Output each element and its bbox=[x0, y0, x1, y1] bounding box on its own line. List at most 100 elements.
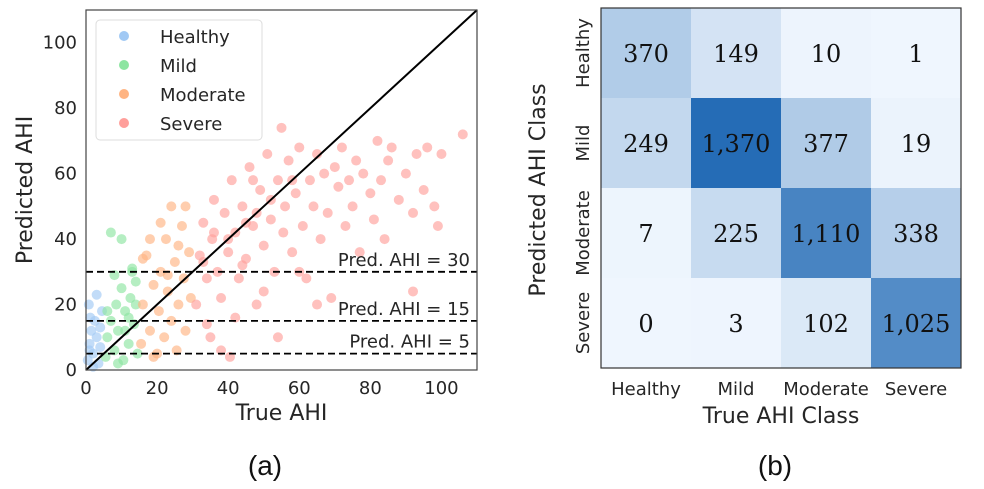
matrix-cell bbox=[691, 8, 781, 98]
cell-value: 1,370 bbox=[702, 130, 771, 158]
point-healthy bbox=[95, 342, 106, 353]
point-severe bbox=[336, 142, 347, 153]
point-severe bbox=[379, 234, 390, 245]
x-tick-label: Moderate bbox=[783, 379, 869, 400]
cell-value: 377 bbox=[803, 130, 849, 158]
matrix-cell bbox=[781, 278, 871, 368]
point-severe bbox=[201, 273, 212, 284]
point-severe bbox=[383, 155, 394, 166]
point-severe bbox=[312, 299, 323, 310]
x-tick-label: Severe bbox=[885, 379, 947, 400]
legend-label: Healthy bbox=[160, 27, 230, 48]
point-mild bbox=[130, 299, 141, 310]
cell-value: 149 bbox=[713, 40, 759, 68]
reference-line-label: Pred. AHI = 5 bbox=[349, 332, 470, 353]
y-tick-label: Mild bbox=[573, 125, 594, 162]
point-moderate bbox=[137, 299, 148, 310]
point-severe bbox=[418, 185, 429, 195]
point-healthy bbox=[91, 332, 102, 343]
point-severe bbox=[272, 175, 283, 186]
point-severe bbox=[272, 332, 283, 343]
cell-value: 7 bbox=[638, 220, 653, 248]
y-tick-label: 100 bbox=[43, 33, 77, 54]
matrix-cell bbox=[691, 188, 781, 278]
x-tick-label: 40 bbox=[217, 378, 240, 399]
point-severe bbox=[208, 227, 219, 238]
x-tick-label: 100 bbox=[424, 378, 458, 399]
point-healthy bbox=[83, 299, 94, 310]
point-severe bbox=[205, 332, 216, 343]
point-moderate bbox=[162, 286, 173, 297]
panel-label-b: (b) bbox=[758, 450, 792, 481]
point-severe bbox=[432, 221, 443, 231]
point-severe bbox=[340, 221, 351, 231]
legend: Healthy Mild Moderate Severe bbox=[95, 19, 263, 141]
point-mild bbox=[130, 276, 141, 287]
matrix-cell bbox=[871, 278, 961, 368]
matrix-cell bbox=[781, 98, 871, 188]
point-severe bbox=[351, 155, 362, 166]
cell-value: 225 bbox=[713, 220, 759, 248]
matrix-frame bbox=[600, 7, 962, 369]
x-axis-label: True AHI Class bbox=[702, 404, 860, 429]
point-severe bbox=[365, 188, 376, 199]
point-moderate bbox=[137, 253, 148, 264]
point-moderate bbox=[153, 306, 164, 317]
legend-marker-healthy bbox=[119, 31, 129, 41]
point-moderate bbox=[178, 273, 189, 284]
matrix-cell bbox=[691, 278, 781, 368]
point-severe bbox=[233, 273, 244, 284]
point-severe bbox=[329, 162, 340, 173]
point-moderate bbox=[144, 325, 155, 336]
point-moderate bbox=[184, 247, 195, 258]
point-severe bbox=[315, 234, 326, 245]
y-tick-label: 20 bbox=[54, 295, 77, 316]
point-severe bbox=[251, 299, 262, 310]
point-moderate bbox=[180, 201, 191, 212]
legend-label: Severe bbox=[160, 114, 222, 135]
y-tick-label: 80 bbox=[54, 98, 77, 119]
y-tick-label: Healthy bbox=[573, 18, 594, 88]
x-tick-label: Healthy bbox=[611, 379, 681, 400]
plot-frame bbox=[85, 9, 478, 371]
cell-value: 3 bbox=[728, 310, 743, 338]
point-moderate bbox=[166, 201, 177, 212]
point-severe bbox=[290, 188, 301, 199]
cell-value: 249 bbox=[623, 130, 669, 158]
point-mild bbox=[111, 299, 122, 310]
confusion-matrix: 370 149 10 1 249 1,370 377 19 7 225 1,110 338 0 3 102 1… bbox=[526, 7, 962, 481]
point-mild bbox=[132, 348, 143, 359]
matrix-cell bbox=[781, 188, 871, 278]
point-moderate bbox=[166, 315, 177, 326]
point-severe bbox=[393, 194, 404, 205]
identity-line bbox=[85, 9, 478, 371]
point-severe bbox=[191, 299, 202, 310]
point-severe bbox=[255, 185, 266, 195]
matrix-cell bbox=[601, 278, 691, 368]
point-severe bbox=[276, 122, 287, 133]
point-severe bbox=[226, 175, 237, 186]
matrix-cell bbox=[601, 8, 691, 98]
legend-marker-severe bbox=[119, 118, 129, 128]
point-mild bbox=[120, 325, 131, 336]
point-healthy bbox=[91, 289, 102, 300]
point-severe bbox=[262, 149, 273, 159]
point-severe bbox=[308, 201, 319, 212]
point-severe bbox=[358, 168, 369, 179]
point-mild bbox=[116, 283, 127, 294]
x-tick-label: 80 bbox=[359, 378, 382, 399]
reference-line-label: Pred. AHI = 15 bbox=[338, 299, 470, 320]
cell-value: 19 bbox=[901, 130, 932, 158]
point-severe bbox=[347, 201, 358, 212]
point-severe bbox=[223, 247, 234, 258]
point-moderate bbox=[160, 234, 171, 245]
point-mild bbox=[123, 338, 134, 349]
legend-label: Mild bbox=[160, 56, 197, 77]
y-tick-label: 40 bbox=[54, 229, 77, 250]
point-severe bbox=[283, 155, 294, 166]
point-moderate bbox=[159, 332, 170, 343]
point-healthy bbox=[88, 361, 99, 372]
point-severe bbox=[376, 175, 387, 186]
scatter-plot: Pred. AHI = 30 Pred. AHI = 15 Pred. AHI = … bbox=[13, 9, 478, 481]
